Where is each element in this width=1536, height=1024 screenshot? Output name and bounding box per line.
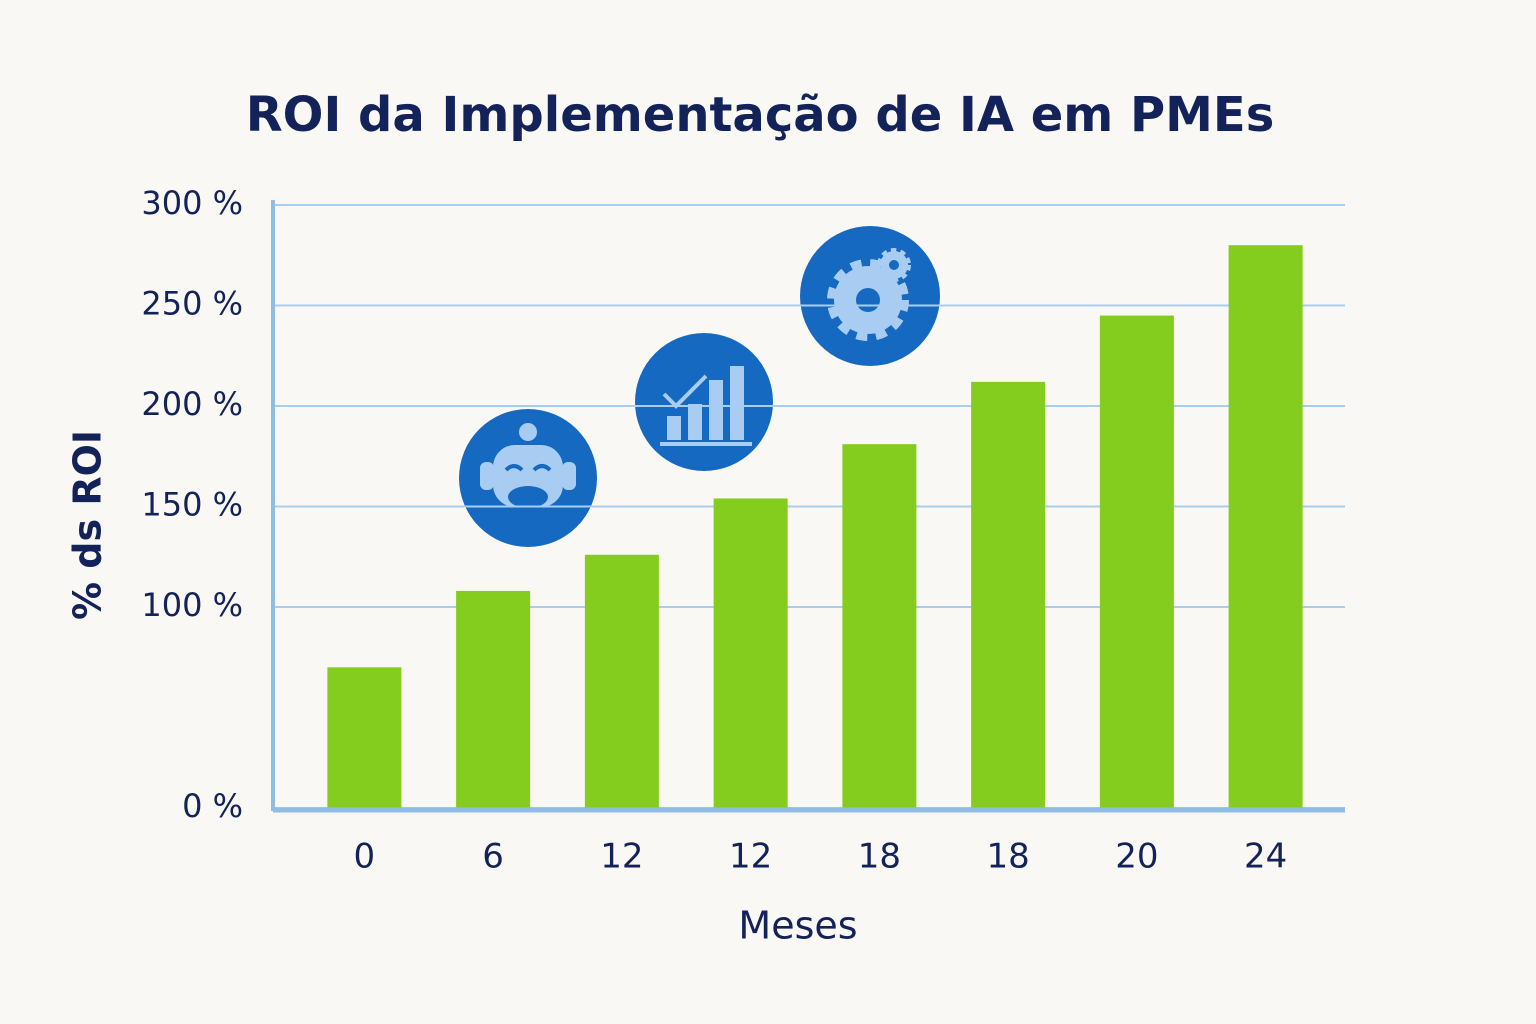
y-tick-label: 150 % [141, 486, 243, 524]
x-tick-label: 18 [986, 837, 1029, 877]
y-tick-label: 250 % [141, 285, 243, 323]
bar [1099, 315, 1174, 808]
bar [1228, 245, 1303, 808]
x-tick-label: 12 [729, 837, 772, 877]
bar [842, 444, 917, 808]
x-tick-label: 20 [1115, 837, 1158, 877]
bar [327, 667, 402, 808]
bar [584, 554, 659, 808]
bar [456, 590, 531, 808]
icon-growth [635, 333, 773, 471]
y-tick-label: 100 % [141, 586, 243, 624]
y-tick-label: 200 % [141, 385, 243, 423]
icon-robot [459, 409, 597, 547]
x-tick-label: 18 [858, 837, 901, 877]
x-tick-label: 6 [482, 837, 504, 877]
x-tick-label: 12 [600, 837, 643, 877]
bar [971, 381, 1046, 808]
y-tick-label: 0 % [182, 787, 243, 825]
x-tick-label: 0 [354, 837, 376, 877]
y-axis-label: % ds ROI [66, 430, 110, 620]
bar [713, 498, 788, 808]
x-axis-label: Meses [738, 904, 857, 948]
x-tick-label: 24 [1244, 837, 1287, 877]
icon-gears [800, 226, 940, 366]
y-tick-label: 300 % [141, 184, 243, 222]
chart-title: ROI da Implementação de IA em PMEs [246, 87, 1275, 143]
